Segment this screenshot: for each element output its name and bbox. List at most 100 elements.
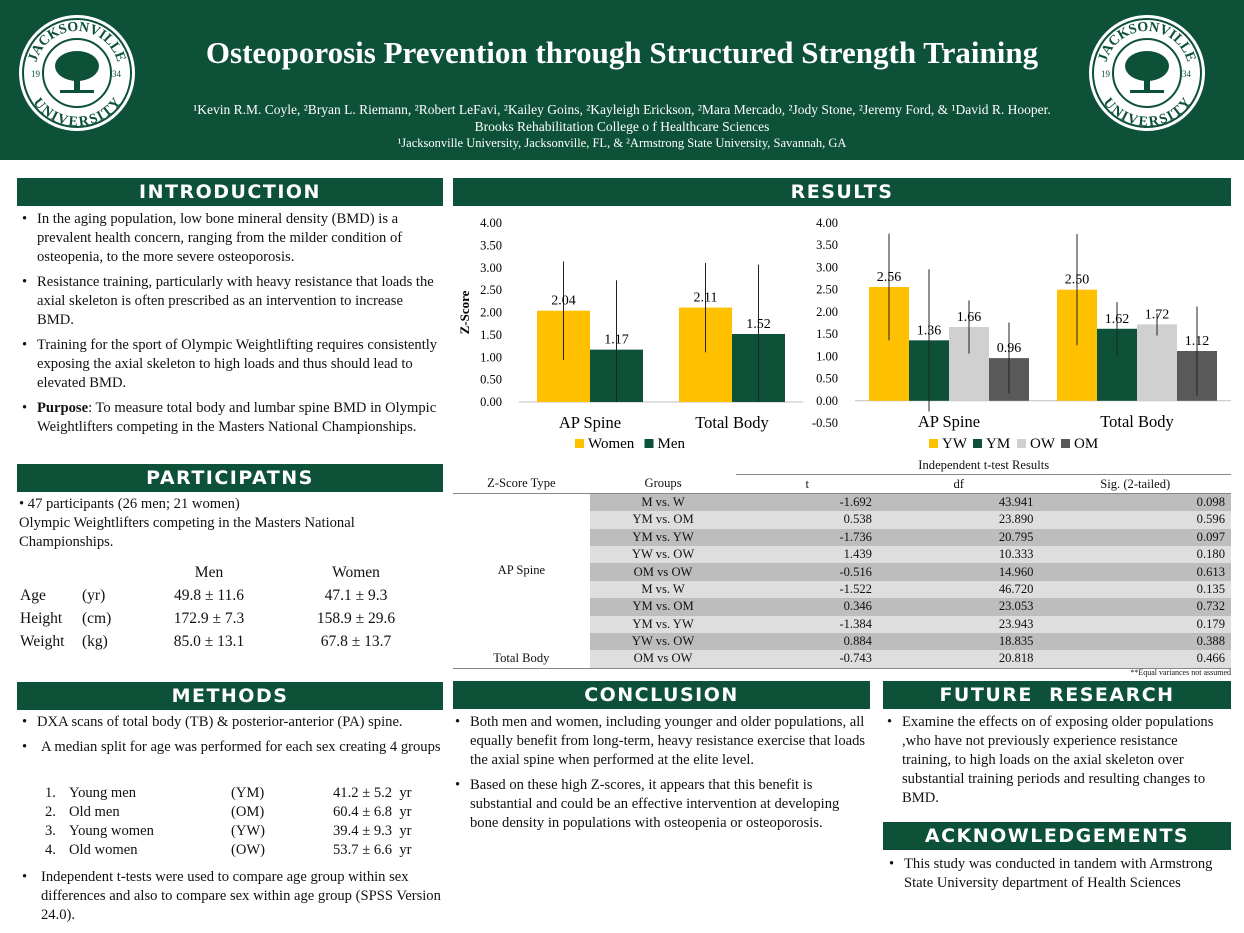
table-row: YW vs. OW 0.884 18.835 0.388: [453, 632, 1231, 651]
purpose-label: Purpose: [37, 400, 89, 416]
acknowledgements-heading: ACKNOWLEDGEMENTS: [883, 822, 1231, 850]
intro-bullet: Training for the sport of Olympic Weight…: [19, 336, 443, 393]
col-men: Men: [194, 563, 224, 581]
table-row: Weight (kg) 85.0 ± 13.1 67.8 ± 13.7: [20, 632, 392, 650]
poster-title: Osteoporosis Prevention through Structur…: [205, 35, 1039, 70]
table-row: Height (cm) 172.9 ± 7.3 158.9 ± 29.6: [20, 609, 396, 627]
data-label: 1.72: [1145, 307, 1170, 322]
y-tick-label: 1.50: [816, 327, 838, 341]
type-ap-spine: AP Spine: [497, 563, 546, 578]
y-tick-label: 3.00: [816, 260, 838, 274]
data-label: 1.66: [957, 310, 982, 325]
table-footnote: **Equal variances not assumed: [1130, 668, 1231, 677]
t-test-table: Independent t-test Results Z-Score Type …: [453, 457, 1231, 669]
type-total-body: Total Body: [493, 651, 550, 666]
intro-bullet: Resistance training, particularly with h…: [19, 273, 443, 330]
college-name: Brooks Rehabilitation College o f Health…: [474, 119, 770, 134]
conclusion-bullet: Both men and women, including younger an…: [452, 713, 870, 770]
participants-heading: PARTICIPATNS: [17, 464, 443, 492]
table-row: YW vs. OW 1.439 10.333 0.180: [453, 545, 1231, 564]
participants-count: • 47 participants (26 men; 21 women): [19, 496, 240, 512]
data-label: 1.62: [1105, 312, 1130, 327]
legend-swatch: [929, 439, 938, 448]
legend-label: OM: [1074, 436, 1098, 452]
category-label: AP Spine: [559, 413, 621, 432]
legend-swatch: [1061, 439, 1070, 448]
participants-description: Olympic Weightlifters competing in the M…: [19, 515, 355, 550]
methods-body: DXA scans of total body (TB) & posterior…: [19, 713, 443, 763]
table-row: 3. Young women (YW) 39.4 ± 9.3 yr: [45, 823, 412, 839]
university-seal-right: JACKSONVILLE UNIVERSITY 19 34: [1089, 15, 1205, 131]
legend-label: YM: [986, 436, 1010, 452]
data-label: 2.56: [877, 270, 902, 285]
introduction-heading: INTRODUCTION: [17, 178, 443, 206]
legend-swatch: [575, 439, 584, 448]
legend-label: Men: [658, 436, 686, 452]
svg-text:19: 19: [1101, 69, 1111, 79]
table-row: YM vs. OM 0.346 23.053 0.732: [453, 598, 1231, 616]
data-label: 1.52: [746, 317, 771, 332]
purpose-text: : To measure total body and lumbar spine…: [37, 400, 437, 435]
y-tick-label: 3.50: [816, 238, 838, 252]
category-label: Total Body: [695, 413, 769, 432]
data-label: 1.36: [917, 323, 942, 338]
table-title: Independent t-test Results: [736, 457, 1231, 476]
svg-text:19: 19: [31, 69, 41, 79]
legend-label: Women: [588, 436, 635, 452]
conclusion-body: Both men and women, including younger an…: [452, 713, 870, 839]
chart-sex-zscore: 4.00 3.50 3.00 2.50 2.00 1.50 1.00 0.50 0.00 Z-Sc…: [457, 216, 803, 452]
y-tick-label: -0.50: [812, 416, 838, 430]
data-label: 0.96: [997, 341, 1022, 356]
conclusion-heading: CONCLUSION: [453, 681, 870, 709]
results-heading: RESULTS: [453, 178, 1231, 206]
conclusion-bullet: Based on these high Z-scores, it appears…: [452, 776, 870, 833]
y-axis-label: Z-Score: [457, 290, 472, 334]
y-tick-label: 1.00: [480, 350, 502, 364]
intro-bullet: In the aging population, low bone minera…: [19, 210, 443, 267]
affiliations: ¹Jacksonville University, Jacksonville, …: [397, 136, 847, 150]
y-tick-label: 0.00: [480, 395, 502, 409]
col-header: df: [953, 476, 964, 491]
svg-text:34: 34: [112, 69, 122, 79]
future-bullet: Examine the effects on of exposing older…: [884, 713, 1230, 808]
methods-bullet: A median split for age was performed for…: [19, 738, 443, 757]
data-label: 2.11: [694, 291, 718, 306]
bar-ow: [1137, 324, 1177, 401]
data-label: 2.50: [1065, 273, 1090, 288]
university-seal-left: JACKSONVILLE UNIVERSITY 19 34: [19, 15, 135, 131]
y-tick-label: 1.50: [480, 328, 502, 342]
methods-body-2: Independent t-tests were used to compare…: [19, 868, 443, 931]
table-row: YM vs. OM 0.538 23.890 0.596: [453, 511, 1231, 529]
methods-bullet: Independent t-tests were used to compare…: [19, 868, 443, 925]
chart-age-group-zscore: 4.00 3.50 3.00 2.50 2.00 1.50 1.00 0.50 0.00 -0.5…: [812, 216, 1231, 452]
author-list: ¹Kevin R.M. Coyle, ²Bryan L. Riemann, ²R…: [193, 102, 1051, 117]
legend-swatch: [973, 439, 982, 448]
data-label: 1.17: [604, 333, 629, 348]
y-tick-label: 2.50: [816, 283, 838, 297]
y-tick-label: 1.00: [816, 349, 838, 363]
participants-body: • 47 participants (26 men; 21 women) Oly…: [19, 495, 443, 552]
col-header: Sig. (2-tailed): [1100, 476, 1171, 491]
acknowledgements-body: This study was conducted in tandem with …: [886, 855, 1230, 899]
y-tick-label: 0.50: [480, 373, 502, 387]
y-tick-label: 3.00: [480, 261, 502, 275]
age-groups-table: 1. Young men (YM) 41.2 ± 5.2 yr 2. Old men (O…: [44, 784, 413, 860]
table-row: AP Spine OM vs OW -0.516 14.960 0.613: [453, 563, 1231, 581]
col-header: t: [805, 476, 809, 491]
svg-text:34: 34: [1182, 69, 1192, 79]
participants-table: Men Women Age (yr) 49.8 ± 11.6 47.1 ± 9.3 …: [19, 561, 437, 653]
y-tick-label: 2.00: [480, 306, 502, 320]
intro-purpose: Purpose: To measure total body and lumba…: [19, 399, 443, 437]
table-row: YM vs. YW -1.736 20.795 0.097: [453, 528, 1231, 546]
y-tick-label: 2.00: [816, 305, 838, 319]
future-research-body: Examine the effects on of exposing older…: [884, 713, 1230, 814]
y-tick-label: 0.00: [816, 394, 838, 408]
legend-label: OW: [1030, 436, 1056, 452]
legend-swatch: [644, 439, 654, 448]
y-tick-label: 4.00: [816, 216, 838, 230]
future-research-heading: FUTURE RESEARCH: [883, 681, 1231, 709]
table-row: Total Body OM vs OW -0.743 20.818 0.466: [453, 650, 1231, 669]
col-women: Women: [332, 563, 380, 581]
table-row: 1. Young men (YM) 41.2 ± 5.2 yr: [45, 785, 412, 801]
legend-swatch: [1017, 439, 1026, 448]
